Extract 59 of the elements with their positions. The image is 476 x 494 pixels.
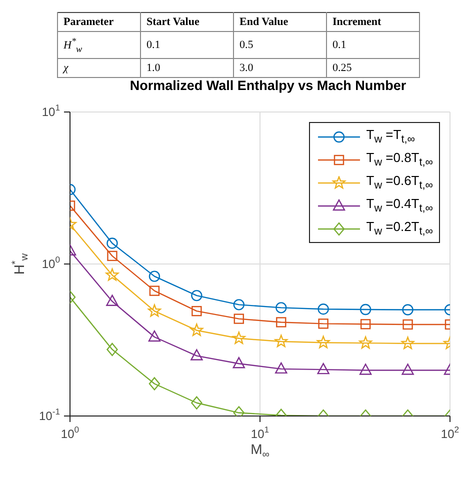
point	[192, 306, 202, 316]
point	[316, 336, 330, 348]
text: 3.0	[233, 58, 326, 78]
x-tick-label: 10$^{2}$	[440, 424, 460, 441]
text: Start Value	[140, 12, 233, 32]
point	[359, 364, 372, 375]
text: 0.1	[140, 32, 233, 58]
text: Increment	[326, 12, 419, 32]
point	[401, 336, 414, 350]
legend-label: T$_{w}$ =T$_{t,∞}$	[366, 127, 415, 146]
x-tick-label: 10$^{1}$	[250, 424, 270, 441]
legend-label: T$_{w}$ =0.8T$_{t,∞}$	[366, 150, 433, 169]
point	[402, 304, 414, 316]
text: χ	[57, 58, 140, 78]
point	[359, 336, 372, 349]
chart-title: Normalized Wall Enthalpy vs Mach Number	[128, 78, 408, 95]
y-tick-label: 10$^{-1}$	[38, 406, 60, 423]
point	[106, 238, 118, 249]
point	[191, 290, 202, 302]
point	[360, 304, 372, 316]
point	[106, 294, 118, 306]
point	[232, 332, 246, 344]
point	[402, 364, 414, 375]
point	[274, 334, 288, 348]
point	[232, 357, 245, 368]
point	[318, 304, 329, 315]
point	[190, 324, 204, 336]
text: Parameter	[57, 12, 140, 32]
point	[276, 317, 286, 328]
text: 1.0	[140, 58, 233, 78]
point	[234, 314, 244, 324]
point	[106, 342, 118, 356]
text: 0.5	[233, 32, 326, 58]
legend-label: T$_{w}$ =0.6T$_{t,∞}$	[366, 173, 433, 192]
text: 0.25	[326, 58, 419, 78]
text: 0.1	[326, 32, 419, 58]
y-tick-label: 10$^{0}$	[42, 254, 60, 271]
x-tick-label: 10$^{0}$	[60, 424, 80, 441]
point	[106, 268, 119, 281]
point	[107, 250, 118, 262]
point	[275, 362, 288, 374]
point	[148, 330, 161, 342]
text: End Value	[233, 12, 326, 32]
point	[317, 362, 330, 374]
point	[402, 319, 413, 330]
x-axis-title: M$_{∞}$	[250, 441, 270, 461]
point	[190, 349, 203, 360]
point	[149, 286, 160, 296]
point	[233, 299, 244, 310]
point	[360, 319, 371, 330]
point	[191, 396, 202, 410]
point	[276, 302, 287, 314]
point	[318, 318, 328, 329]
point	[148, 377, 160, 390]
point	[148, 304, 161, 317]
legend-label: T$_{w}$ =0.2T$_{t,∞}$	[366, 219, 433, 238]
legend-label: T$_{w}$ =0.4T$_{t,∞}$	[366, 196, 433, 215]
y-tick-label: 10$^{1}$	[42, 102, 60, 119]
point	[148, 270, 160, 282]
